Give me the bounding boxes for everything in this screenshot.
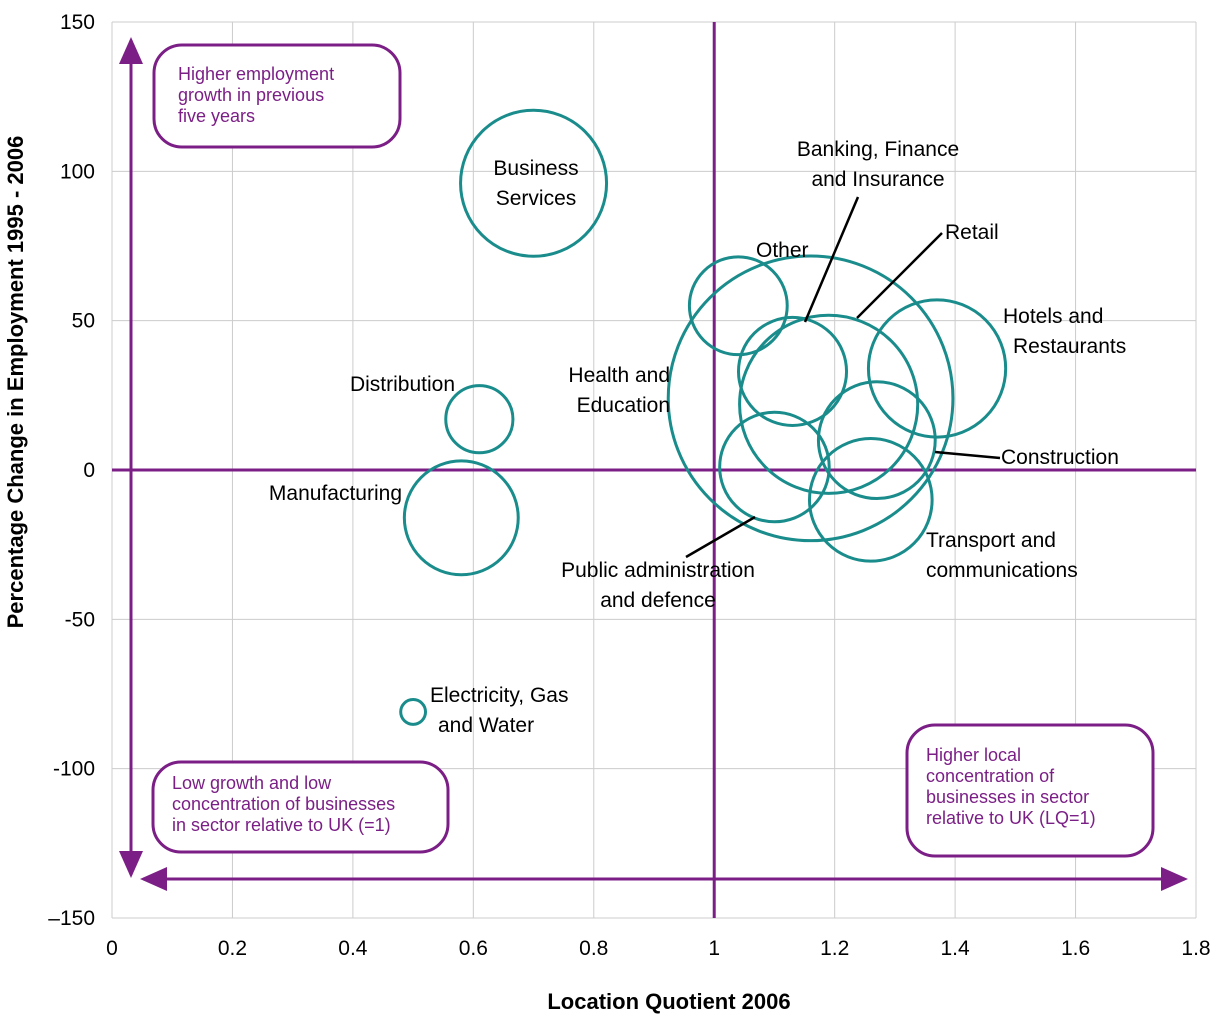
quadrant-notes: Higher employment growth in previous five … bbox=[151, 43, 1155, 858]
tick-labels: 0 0.2 0.4 0.6 0.8 1 1.2 1.4 1.6 1.8 150 100 50 0 -50 -1… bbox=[48, 11, 1210, 960]
note-line: growth in previous bbox=[178, 85, 324, 105]
note-line: Low growth and low bbox=[172, 773, 332, 793]
bubble bbox=[399, 698, 428, 726]
note-line: five years bbox=[178, 106, 255, 126]
bubble-label-line: Manufacturing bbox=[269, 482, 402, 505]
bubble-label: Hotels and Restaurants bbox=[1003, 305, 1126, 358]
bubble bbox=[807, 437, 934, 563]
x-axis-title: Location Quotient 2006 bbox=[547, 989, 790, 1014]
reference-lines bbox=[112, 22, 1196, 918]
note-line: relative to UK (LQ=1) bbox=[926, 808, 1096, 828]
bubble-label-line: Restaurants bbox=[1013, 335, 1126, 358]
x-tick-label: 0.8 bbox=[579, 937, 608, 960]
x-tick-label: 0.6 bbox=[459, 937, 488, 960]
bubble-label-line: Retail bbox=[945, 221, 999, 244]
bubble bbox=[866, 298, 1008, 439]
bubble-label-line: and Water bbox=[438, 714, 534, 737]
bubble-label-line: and defence bbox=[600, 589, 716, 612]
bubble-label: Business Services bbox=[493, 157, 578, 210]
y-tick-label: 0 bbox=[83, 459, 95, 482]
y-tick-label: 100 bbox=[60, 160, 95, 183]
note-box bbox=[151, 760, 450, 854]
leader-line bbox=[934, 450, 1001, 460]
x-tick-label: 1.2 bbox=[820, 937, 849, 960]
note-line: concentration of businesses bbox=[172, 794, 395, 814]
bubble-labels: Business Services Distribution Manufacturin… bbox=[269, 138, 1126, 737]
bubble bbox=[666, 254, 955, 543]
x-tick-label: 0 bbox=[106, 937, 118, 960]
note-line: Higher local bbox=[926, 745, 1021, 765]
bubble-label-line: Education bbox=[577, 394, 670, 417]
x-tick-label: 0.2 bbox=[218, 937, 247, 960]
x-tick-label: 1 bbox=[708, 937, 720, 960]
y-tick-label: -50 bbox=[65, 608, 95, 631]
bubble bbox=[816, 380, 937, 501]
note-text: Low growth and low concentration of busin… bbox=[172, 773, 395, 835]
note-box bbox=[152, 43, 402, 149]
bubble bbox=[738, 313, 920, 495]
bubble bbox=[459, 108, 609, 258]
note-text: Higher employment growth in previous five … bbox=[178, 64, 334, 126]
note-line: in sector relative to UK (=1) bbox=[172, 815, 391, 835]
note-line: Higher employment bbox=[178, 64, 334, 84]
leader-lines bbox=[685, 196, 1001, 559]
bubble-label: Construction bbox=[1001, 446, 1119, 469]
bubble-label-line: Construction bbox=[1001, 446, 1119, 469]
bubble-label-line: Business bbox=[493, 157, 578, 180]
bubble-label: Electricity, Gas and Water bbox=[430, 684, 568, 737]
leader-line bbox=[803, 196, 860, 323]
bubble-label: Retail bbox=[945, 221, 999, 244]
bubble-label: Distribution bbox=[350, 373, 455, 396]
y-tick-label: 150 bbox=[60, 11, 95, 34]
quadrant-arrows bbox=[119, 37, 1188, 891]
bubble bbox=[687, 255, 789, 357]
bubble-label-line: Health and bbox=[568, 364, 670, 387]
bubble-label-line: communications bbox=[926, 559, 1078, 582]
bubble bbox=[736, 315, 849, 427]
bubble-label: Other bbox=[756, 239, 809, 262]
bubble-label-line: Transport and bbox=[926, 529, 1056, 552]
x-tick-label: 1.4 bbox=[941, 937, 971, 960]
note-text: Higher local concentration of businesses i… bbox=[926, 745, 1096, 828]
bubble-label-line: Electricity, Gas bbox=[430, 684, 568, 707]
leader-line bbox=[685, 515, 756, 559]
bubble-label-line: Other bbox=[756, 239, 809, 262]
y-axis-title: Percentage Change in Employment 1995 - 2… bbox=[3, 136, 28, 629]
bubbles bbox=[399, 108, 1008, 726]
note-line: businesses in sector bbox=[926, 787, 1089, 807]
x-tick-label: 1.8 bbox=[1181, 937, 1210, 960]
y-tick-label: –150 bbox=[48, 907, 95, 930]
y-tick-label: 50 bbox=[72, 310, 95, 333]
bubble bbox=[718, 410, 831, 524]
bubble-label-line: and Insurance bbox=[811, 168, 944, 191]
note-box bbox=[905, 723, 1155, 858]
leader-line bbox=[856, 232, 943, 319]
bubble-label: Transport and communications bbox=[926, 529, 1078, 582]
bubble-label-line: Banking, Finance bbox=[797, 138, 959, 161]
bubble bbox=[444, 384, 515, 455]
bubble-label-line: Services bbox=[496, 187, 577, 210]
bubble bbox=[402, 459, 520, 577]
bubble-label: Banking, Finance and Insurance bbox=[797, 138, 959, 191]
bubble-label-line: Distribution bbox=[350, 373, 455, 396]
bubble-label-line: Hotels and bbox=[1003, 305, 1103, 328]
bubble-label: Public administration and defence bbox=[561, 559, 755, 612]
bubble-label-line: Public administration bbox=[561, 559, 755, 582]
x-tick-label: 1.6 bbox=[1061, 937, 1090, 960]
note-line: concentration of bbox=[926, 766, 1055, 786]
y-tick-label: -100 bbox=[53, 758, 95, 781]
x-tick-label: 0.4 bbox=[338, 937, 368, 960]
bubble-label: Manufacturing bbox=[269, 482, 402, 505]
bubble-label: Health and Education bbox=[568, 364, 670, 417]
